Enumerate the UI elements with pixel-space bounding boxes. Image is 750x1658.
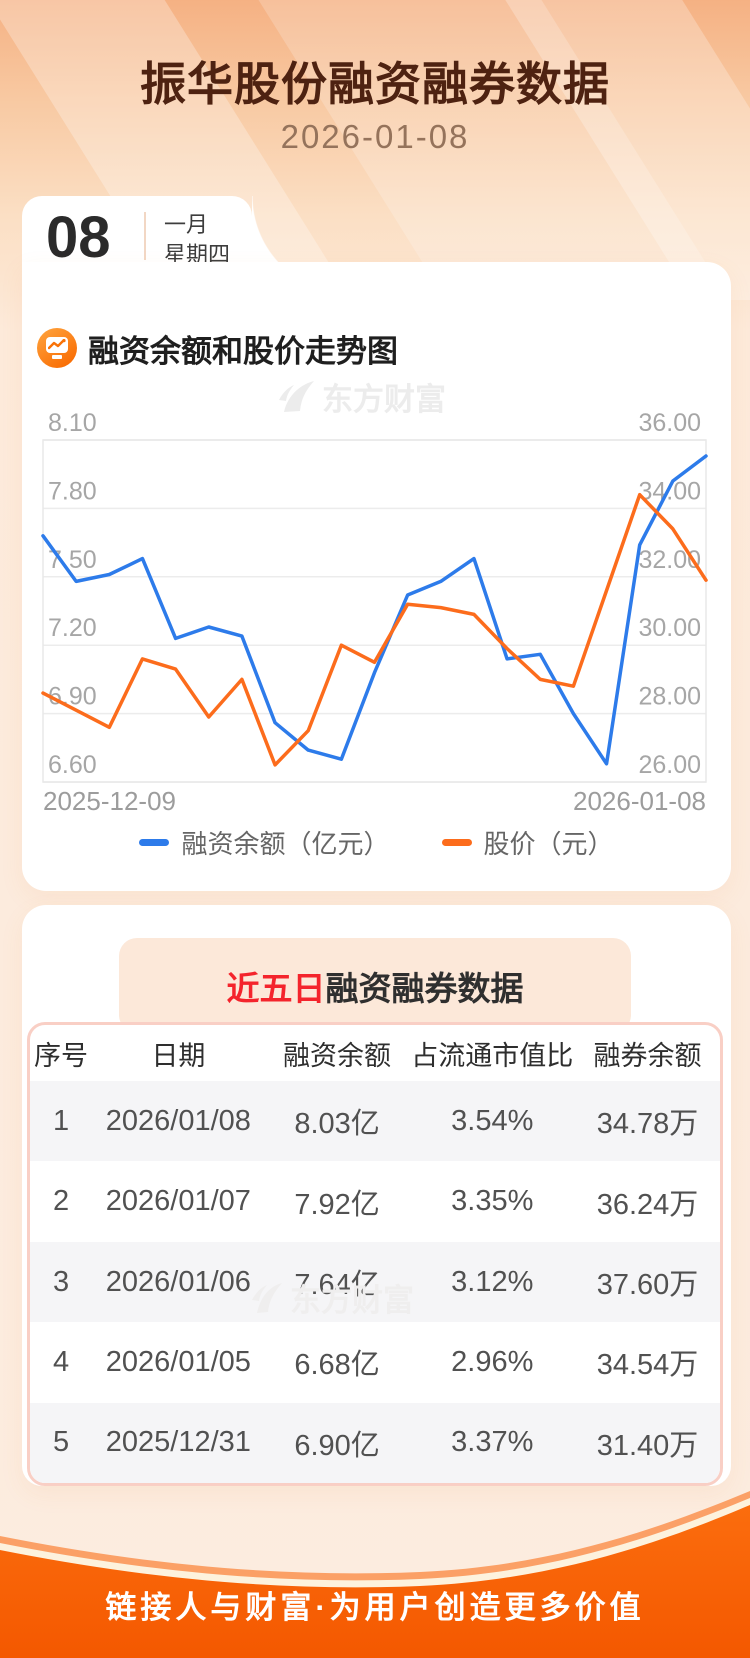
legend-swatch [139, 839, 170, 846]
svg-text:7.80: 7.80 [48, 477, 97, 505]
chart-section-title: 融资余额和股价走势图 [88, 333, 398, 369]
gridlines [43, 439, 706, 783]
svg-text:7.20: 7.20 [48, 614, 97, 642]
table-card: 近五日融资融券数据 序号 日期 融资余额 占流通市值比 融券余额 1 2026/01/08… [22, 905, 731, 1486]
chart-watermark: 东方财富 [279, 381, 446, 417]
table-row: 2 2026/01/07 7.92亿 3.35% 36.24万 [30, 1161, 720, 1241]
table-cell: 37.60万 [596, 1269, 699, 1302]
table-cell: 7.64亿 [294, 1269, 380, 1302]
day-number: 08 [46, 205, 111, 270]
table-cell: 2026/01/07 [105, 1185, 251, 1218]
table-row: 5 2025/12/31 6.90亿 3.37% 31.40万 [30, 1402, 720, 1483]
month-label: 一月 [164, 212, 209, 237]
monitor-stand [52, 355, 62, 359]
svg-text:6.90: 6.90 [48, 683, 97, 711]
table-header-row: 序号 日期 融资余额 占流通市值比 融券余额 [30, 1025, 720, 1081]
table-cell: 2026/01/06 [105, 1265, 251, 1298]
table-cell: 34.54万 [596, 1349, 699, 1382]
table-cell: 3.35% [451, 1185, 534, 1218]
footer-wave-main [0, 1505, 750, 1658]
table-row: 4 2026/01/05 6.68亿 2.96% 34.54万 [30, 1322, 720, 1402]
column-header: 融券余额 [593, 1040, 702, 1071]
trend-line-glyph [48, 339, 66, 350]
table-title-highlight: 近五日 [226, 970, 326, 1007]
table-cell: 3.37% [451, 1426, 534, 1459]
column-header: 日期 [151, 1040, 206, 1071]
column-header: 融资余额 [283, 1040, 392, 1071]
chart-section-header: 融资余额和股价走势图 [37, 328, 398, 369]
table-cell: 1 [52, 1104, 70, 1137]
plot-border [42, 439, 707, 783]
table-cell: 2026/01/08 [105, 1104, 251, 1137]
table-cell: 6.68亿 [294, 1349, 380, 1382]
chart-legend: 融资余额（亿元） 股价（元） [22, 824, 731, 861]
legend-label: 融资余额（亿元） [181, 829, 390, 859]
left-axis-ticks: 8.10 7.80 7.50 7.20 6.90 6.60 [48, 409, 97, 779]
table-cell: 2026/01/05 [105, 1345, 251, 1378]
table-title-rest: 融资融券数据 [325, 970, 524, 1007]
right-axis-ticks: 36.00 34.00 32.00 30.00 28.00 26.00 [638, 409, 701, 779]
table-cell: 34.78万 [596, 1108, 699, 1141]
stock-price-line [41, 492, 708, 767]
divider [144, 212, 146, 260]
column-header: 占流通市值比 [411, 1040, 574, 1071]
svg-text:30.00: 30.00 [638, 614, 701, 642]
table-row: 3 2026/01/06 7.64亿 3.12% 37.60万 [30, 1241, 720, 1323]
table-cell: 7.92亿 [294, 1188, 380, 1221]
table-title-badge: 近五日融资融券数据 [119, 938, 631, 1033]
table-cell: 31.40万 [596, 1429, 699, 1462]
svg-text:32.00: 32.00 [638, 546, 701, 574]
date-card-labels: 一月 星期四 [164, 210, 230, 270]
table-cell: 8.03亿 [294, 1108, 380, 1141]
table-cell: 36.24万 [596, 1188, 699, 1221]
table-body: 1 2026/01/08 8.03亿 3.54% 34.78万 2 2026/01/07 7.… [30, 1081, 720, 1483]
margin-balance-line [41, 454, 708, 766]
legend-item: 融资余额（亿元） [139, 824, 390, 861]
table-cell: 5 [52, 1426, 70, 1459]
column-header: 序号 [34, 1040, 89, 1071]
page-title: 振华股份融资融券数据 [140, 58, 610, 110]
trend-chart: 东方财富 8.10 7.80 7.50 7.20 6.90 6.60 36.00 34.00… [41, 381, 708, 816]
x-axis-start-label: 2025-12-09 [43, 786, 176, 816]
table-cell: 4 [52, 1345, 70, 1378]
five-day-table: 序号 日期 融资余额 占流通市值比 融券余额 1 2026/01/08 8.03亿 3.54%… [27, 1022, 723, 1486]
table-cell: 3 [52, 1265, 70, 1298]
chart-card: 融资余额和股价走势图 东方财富 8.10 7.80 7.50 7.20 6.90 6.60… [22, 262, 731, 891]
table-cell: 2.96% [451, 1345, 534, 1378]
date-card-fillet [252, 196, 350, 266]
table-cell: 6.90亿 [294, 1429, 380, 1462]
x-axis-end-label: 2026-01-08 [573, 786, 706, 816]
table-cell: 2025/12/31 [105, 1426, 251, 1459]
legend-item: 股价（元） [441, 824, 614, 861]
svg-text:6.60: 6.60 [48, 751, 97, 779]
svg-text:26.00: 26.00 [638, 751, 701, 779]
svg-text:34.00: 34.00 [638, 477, 701, 505]
footer-slogan: 链接人与财富·为用户创造更多价值 [105, 1590, 645, 1625]
svg-text:36.00: 36.00 [638, 409, 701, 437]
legend-swatch [441, 839, 472, 846]
trend-monitor-icon [37, 328, 77, 368]
legend-label: 股价（元） [483, 829, 614, 859]
footer-wave [0, 1491, 750, 1658]
table-row: 1 2026/01/08 8.03亿 3.54% 34.78万 [30, 1081, 720, 1162]
table-cell: 3.54% [451, 1104, 534, 1137]
svg-text:8.10: 8.10 [48, 409, 97, 437]
svg-text:7.50: 7.50 [48, 546, 97, 574]
svg-text:东方财富: 东方财富 [322, 382, 446, 417]
table-cell: 2 [52, 1185, 70, 1218]
svg-text:28.00: 28.00 [638, 683, 701, 711]
table-cell: 3.12% [451, 1265, 534, 1298]
report-date: 2026-01-08 [280, 118, 470, 155]
